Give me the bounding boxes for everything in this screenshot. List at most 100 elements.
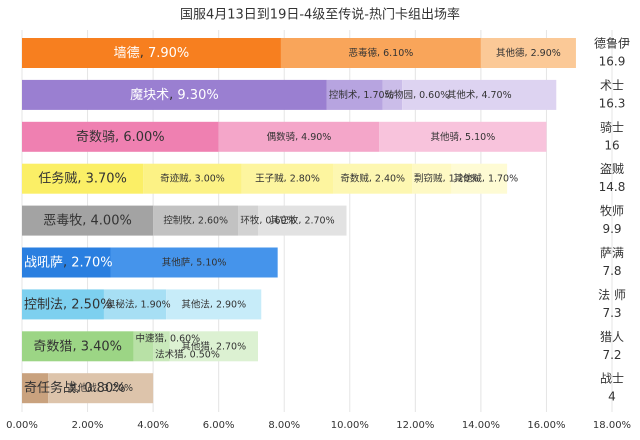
class-name: 法 师 bbox=[598, 288, 626, 302]
segment-name: 剽窃贼 bbox=[414, 172, 443, 184]
class-total: 7.8 bbox=[602, 264, 621, 278]
class-total: 7.3 bbox=[602, 306, 621, 320]
segment-name: 其他法 bbox=[181, 298, 210, 310]
segment-value-label: 2.70% bbox=[216, 341, 246, 352]
bar-segment bbox=[326, 79, 383, 110]
segment-label: 恶毒德, 6.10% bbox=[349, 47, 414, 59]
segment-name: 法术猎 bbox=[155, 348, 184, 360]
segment-name: 奇数贼 bbox=[340, 172, 369, 184]
segment-name: 墙德 bbox=[114, 46, 140, 61]
bar-segment bbox=[103, 289, 167, 320]
segment-name: 其他猎 bbox=[181, 340, 210, 352]
segment-value-label: 0.50% bbox=[190, 349, 220, 360]
segment-label: 中速猎, 0.60% bbox=[135, 332, 200, 344]
class-name: 萨满 bbox=[600, 246, 624, 260]
segment-name: 动物园 bbox=[385, 88, 414, 100]
segment-value-label: 9.30% bbox=[177, 87, 218, 102]
bar-segment bbox=[333, 163, 413, 194]
x-tick-label: 18.00% bbox=[593, 420, 631, 431]
segment-value-label: 2.70% bbox=[71, 255, 112, 270]
segment-label: 环牧, 0.60% bbox=[240, 214, 295, 226]
segment-name: 王子贼 bbox=[255, 172, 284, 184]
segment-value-label: 2.80% bbox=[290, 173, 320, 184]
segment-value-label: 2.60% bbox=[198, 215, 228, 226]
segment-value-label: 0.80% bbox=[84, 381, 125, 396]
segment-label: 其他德, 2.90% bbox=[496, 47, 561, 59]
bar-segment bbox=[153, 331, 170, 362]
segment-name: 恶毒牧 bbox=[43, 213, 82, 228]
bar-segment bbox=[241, 163, 334, 194]
bar-segment bbox=[258, 205, 347, 236]
segment-label: 控制术, 1.70% bbox=[329, 88, 394, 100]
bar-segment bbox=[22, 79, 327, 110]
bar-segment bbox=[22, 121, 219, 152]
chart-title: 国服4月13日到19日-4级至传说-热门卡组出场率 bbox=[180, 7, 460, 23]
bar-segment bbox=[402, 79, 557, 110]
segment-name: 偶数骑 bbox=[267, 130, 296, 142]
segment-name: 其他萨 bbox=[162, 256, 191, 268]
segment-value-label: 4.00% bbox=[91, 213, 132, 228]
segment-name: 控制法 bbox=[24, 297, 63, 312]
segment-label: 墙德, 7.90% bbox=[114, 46, 190, 61]
segment-value-label: 0.60% bbox=[419, 89, 449, 100]
class-total: 9.9 bbox=[602, 222, 621, 236]
segment-name: 其他术 bbox=[447, 88, 476, 100]
segment-value-label: 1.70% bbox=[488, 173, 518, 184]
class-total: 7.2 bbox=[602, 348, 621, 362]
bar-segment bbox=[143, 163, 242, 194]
segment-value-label: 2.40% bbox=[375, 173, 405, 184]
segment-label: 其他术, 4.70% bbox=[447, 88, 512, 100]
bar-segment bbox=[22, 331, 134, 362]
segment-name: 魔块术 bbox=[130, 87, 169, 102]
segment-label: 其他法, 2.90% bbox=[181, 298, 246, 310]
bar-segment bbox=[166, 289, 262, 320]
segment-label: 其他猎, 2.70% bbox=[181, 340, 246, 352]
segment-label: 任务贼, 3.70% bbox=[38, 170, 127, 186]
segment-value-label: 6.00% bbox=[123, 129, 164, 144]
class-total: 14.8 bbox=[599, 180, 626, 194]
segment-name: 奥秘法 bbox=[106, 298, 135, 310]
bar-segment bbox=[133, 331, 154, 362]
segment-name: 奇数猎 bbox=[33, 338, 72, 354]
segment-name: 其它牧 bbox=[270, 214, 299, 226]
class-name: 盗贼 bbox=[600, 161, 624, 176]
bar-segment bbox=[22, 289, 104, 320]
segment-value-label: 1.70% bbox=[363, 89, 393, 100]
x-tick-label: 6.00% bbox=[203, 420, 235, 431]
segment-label: 奇迹贼, 3.00% bbox=[160, 172, 225, 184]
bar-segment bbox=[22, 38, 281, 68]
segment-label: 奇任务战, 0.80% bbox=[24, 380, 126, 396]
x-tick-label: 14.00% bbox=[462, 420, 500, 431]
segment-label: 控制牧, 2.60% bbox=[163, 214, 228, 226]
segment-value-label: 1.90% bbox=[141, 299, 171, 310]
class-name: 牧师 bbox=[600, 204, 624, 218]
segment-name: 奇数骑 bbox=[76, 128, 115, 144]
segment-value-label: 4.90% bbox=[301, 131, 331, 142]
segment-label: 奇数骑, 6.00% bbox=[76, 128, 165, 144]
bar-segment bbox=[48, 373, 154, 404]
segment-name: 恶毒德 bbox=[349, 47, 378, 59]
segment-label: 奇数贼, 2.40% bbox=[340, 172, 405, 184]
segment-value-label: 3.40% bbox=[81, 339, 122, 354]
bar-segment bbox=[238, 205, 258, 236]
bar-segment bbox=[22, 373, 49, 404]
segment-value-label: 7.90% bbox=[148, 46, 189, 61]
segment-value-label: 3.70% bbox=[86, 171, 127, 186]
class-total: 4 bbox=[608, 390, 616, 404]
segment-name: 其他贼 bbox=[453, 172, 482, 184]
segment-name: 其他骑 bbox=[430, 130, 459, 142]
bar-segment bbox=[480, 38, 576, 68]
bar-segment bbox=[382, 79, 403, 110]
segment-name: 奇迹贼 bbox=[160, 172, 189, 184]
segment-value-label: 0.60% bbox=[170, 333, 200, 344]
segment-label: 其他贼, 1.70% bbox=[453, 172, 518, 184]
segment-value-label: 5.10% bbox=[465, 131, 495, 142]
segment-label: 剽窃贼, 1.20% bbox=[414, 172, 479, 184]
segment-label: 动物园, 0.60% bbox=[385, 88, 450, 100]
segment-name: 战吼萨 bbox=[24, 255, 63, 270]
class-name: 战士 bbox=[600, 372, 624, 386]
segment-value-label: 5.10% bbox=[196, 257, 226, 268]
segment-label: 王子贼, 2.80% bbox=[255, 172, 320, 184]
bar-segment bbox=[22, 163, 144, 194]
